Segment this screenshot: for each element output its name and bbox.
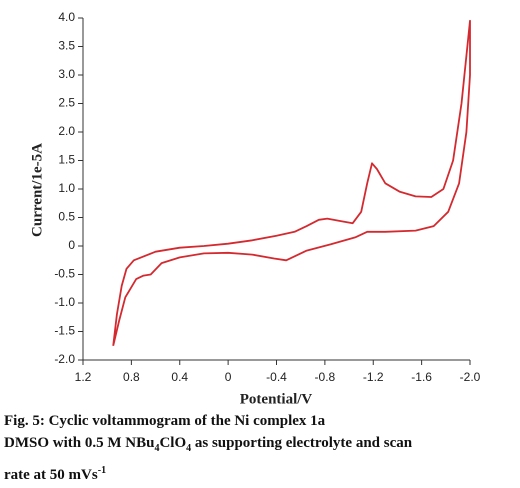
y-tick-label: 4.0: [58, 10, 75, 24]
caption: Fig. 5: Cyclic voltammogram of the Ni co…: [4, 410, 518, 486]
y-tick-label: 3.5: [58, 39, 75, 53]
x-tick-label: 1.2: [75, 370, 92, 384]
y-tick-label: -1.0: [54, 295, 75, 309]
x-axis-title: Potential/V: [240, 391, 313, 407]
x-tick-label: -0.4: [266, 370, 287, 384]
x-tick-label: 0.4: [171, 370, 188, 384]
x-tick-label: -2.0: [460, 370, 481, 384]
caption-line: DMSO with 0.5 M NBu4ClO4 as supporting e…: [4, 432, 518, 460]
x-tick-label: -0.8: [315, 370, 336, 384]
voltammogram-curve: [112, 19, 471, 347]
y-tick-label: -0.5: [54, 267, 75, 281]
y-tick-label: 2.0: [58, 124, 75, 138]
x-tick-label: 0: [225, 370, 232, 384]
x-tick-label: -1.2: [363, 370, 384, 384]
y-tick-label: 0: [68, 238, 75, 252]
y-tick-label: 1.5: [58, 153, 75, 167]
x-tick-label: 0.8: [123, 370, 140, 384]
caption-text: as supporting electrolyte and scan: [194, 435, 413, 451]
y-tick-label: 0.5: [58, 210, 75, 224]
caption-text: rate at 50 mVs: [4, 467, 98, 483]
chart: Potential/V Current/1e-5A 4.0 3.5 3.0 2.5 2.…: [29, 10, 481, 407]
y-tick-label: 2.5: [58, 96, 75, 110]
caption-superscript: -1: [97, 465, 107, 476]
caption-subscript: 4: [154, 443, 160, 454]
y-tick-label: 1.0: [58, 181, 75, 195]
caption-text: Fig. 5: Cyclic voltammogram of the Ni co…: [4, 413, 326, 429]
y-tick-label: -1.5: [54, 324, 75, 338]
caption-line: rate at 50 mVs-1: [4, 460, 518, 486]
caption-text: ClO: [159, 435, 187, 451]
x-tick-label: -1.6: [411, 370, 432, 384]
caption-text: DMSO with 0.5 M NBu: [4, 435, 155, 451]
y-axis-title: Current/1e-5A: [29, 143, 45, 237]
caption-subscript: 4: [186, 443, 192, 454]
y-tick-label: 3.0: [58, 67, 75, 81]
caption-line: Fig. 5: Cyclic voltammogram of the Ni co…: [4, 410, 518, 432]
y-tick-label: -2.0: [54, 352, 75, 366]
